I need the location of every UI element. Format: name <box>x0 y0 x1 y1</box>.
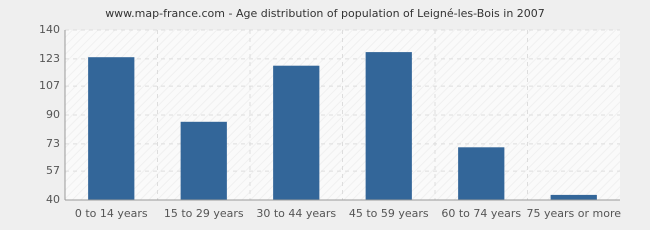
x-tick-label: 15 to 29 years <box>164 207 244 220</box>
bar <box>550 194 597 200</box>
bar <box>180 121 227 200</box>
chart-title: www.map-france.com - Age distribution of… <box>105 7 545 20</box>
y-tick-label: 123 <box>39 52 60 65</box>
x-tick-label: 45 to 59 years <box>349 207 429 220</box>
x-tick-label: 0 to 14 years <box>75 207 148 220</box>
chart: www.map-france.com - Age distribution of… <box>0 0 650 230</box>
y-tick-label: 57 <box>46 164 60 177</box>
y-tick-label: 140 <box>39 23 60 36</box>
y-tick-label: 107 <box>39 79 60 92</box>
bar <box>365 52 412 200</box>
bar <box>273 65 320 200</box>
y-tick-label: 90 <box>46 108 60 121</box>
plot-area <box>65 30 620 200</box>
bar <box>88 57 135 201</box>
x-tick-label: 30 to 44 years <box>256 207 336 220</box>
bar <box>458 147 505 200</box>
y-tick-label: 40 <box>46 193 60 206</box>
x-tick-label: 75 years or more <box>526 207 621 220</box>
y-tick-label: 73 <box>46 137 60 150</box>
x-tick-label: 60 to 74 years <box>441 207 521 220</box>
